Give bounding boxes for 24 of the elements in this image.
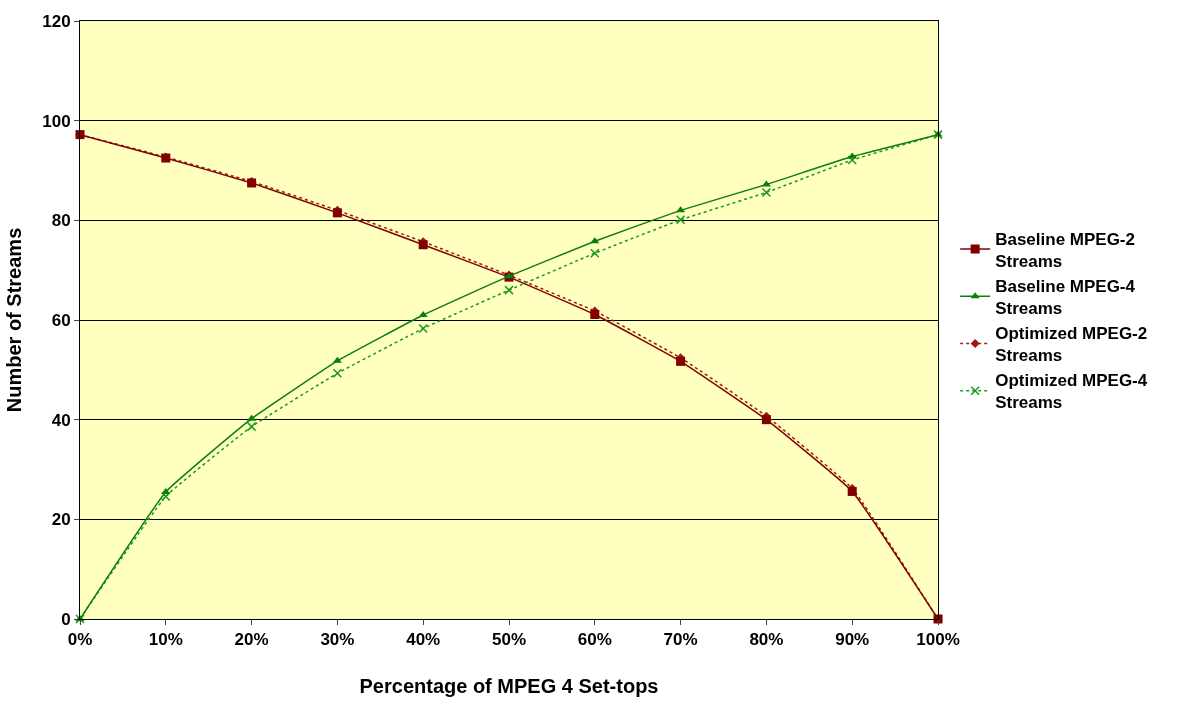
x-tick-label: 70%: [663, 630, 698, 650]
y-tick-label: 20: [51, 510, 71, 530]
x-tick-label: 40%: [406, 630, 441, 650]
y-tick-label: 0: [61, 609, 71, 629]
legend-label: Optimized MPEG-2 Streams: [995, 324, 1148, 366]
y-tick-label: 100: [42, 111, 71, 131]
x-tick-label: 10%: [148, 630, 183, 650]
y-tick-label: 60: [51, 310, 71, 330]
y-tick-label: 120: [42, 11, 71, 31]
y-axis-title: Number of Streams: [2, 227, 25, 413]
x-tick-label: 20%: [234, 630, 269, 650]
x-tick-label: 60%: [577, 630, 612, 650]
x-tick-label: 30%: [320, 630, 355, 650]
x-axis-title: Percentage of MPEG 4 Set-tops: [359, 674, 659, 697]
x-tick-label: 80%: [749, 630, 784, 650]
x-tick-label: 90%: [835, 630, 870, 650]
x-tick-label: 0%: [67, 630, 93, 650]
legend-label: Baseline MPEG-2 Streams: [995, 229, 1135, 271]
y-tick-label: 40: [51, 410, 71, 430]
y-tick-label: 80: [51, 211, 71, 231]
x-tick-label: 100%: [916, 630, 960, 650]
legend-label: Baseline MPEG-4 Streams: [995, 276, 1136, 318]
legend-label: Optimized MPEG-4 Streams: [995, 371, 1148, 413]
x-tick-label: 50%: [491, 630, 527, 650]
